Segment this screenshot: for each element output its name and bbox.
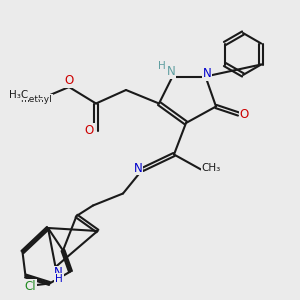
Text: N: N [134,161,142,175]
Text: N: N [54,266,63,280]
Text: O: O [64,74,74,87]
Text: methyl: methyl [35,98,40,100]
Text: H₃C: H₃C [9,89,28,100]
Text: CH₃: CH₃ [202,163,221,173]
Text: H: H [158,61,166,71]
Text: Cl: Cl [24,280,36,293]
Text: O: O [85,124,94,137]
Text: N: N [202,67,211,80]
Text: O: O [240,107,249,121]
Text: methyl: methyl [38,98,43,100]
Text: H: H [55,274,62,284]
Text: methyl: methyl [20,94,52,103]
Text: N: N [167,64,176,78]
